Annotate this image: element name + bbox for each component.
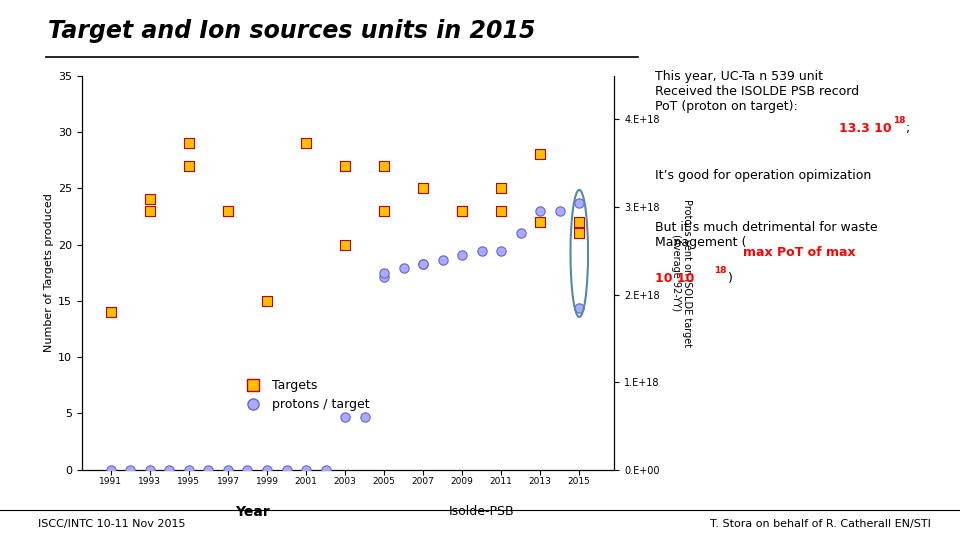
Y-axis label: Protons sent on ISOLDE target
(Average 92-YY): Protons sent on ISOLDE target (Average 9… [671, 199, 692, 347]
protons / target [416, 260, 431, 268]
Targets [142, 195, 157, 204]
Targets [571, 218, 587, 226]
protons / target [142, 465, 157, 474]
protons / target [571, 198, 587, 207]
Targets [533, 218, 548, 226]
protons / target [376, 273, 392, 281]
Targets [493, 206, 509, 215]
Text: It’s good for operation opimization: It’s good for operation opimization [655, 168, 871, 181]
protons / target [396, 264, 411, 273]
Targets [299, 139, 314, 147]
Text: Year: Year [235, 505, 270, 519]
Targets [181, 161, 197, 170]
protons / target [240, 465, 255, 474]
Text: Target and Ion sources units in 2015: Target and Ion sources units in 2015 [48, 19, 536, 43]
protons / target [513, 229, 528, 238]
Targets [220, 206, 235, 215]
Targets [416, 184, 431, 193]
protons / target [103, 465, 118, 474]
Text: ): ) [728, 272, 732, 285]
protons / target [454, 251, 469, 260]
Text: This year, UC-Ta n 539 unit
Received the ISOLDE PSB record
PoT (proton on target: This year, UC-Ta n 539 unit Received the… [655, 70, 859, 113]
Targets [376, 161, 392, 170]
protons / target [220, 465, 235, 474]
Text: 18: 18 [893, 116, 905, 125]
Targets [220, 206, 235, 215]
protons / target [493, 246, 509, 255]
Text: 13.3 10: 13.3 10 [839, 122, 892, 135]
Targets [142, 206, 157, 215]
Text: But it’s much detrimental for waste
Management (: But it’s much detrimental for waste Mana… [655, 220, 877, 248]
Targets [337, 161, 352, 170]
protons / target [123, 465, 138, 474]
Text: max PoT of max: max PoT of max [743, 246, 855, 259]
Targets [571, 229, 587, 238]
Targets [376, 206, 392, 215]
Targets [533, 150, 548, 159]
protons / target [201, 465, 216, 474]
protons / target [299, 465, 314, 474]
protons / target [337, 413, 352, 422]
protons / target [259, 465, 275, 474]
Text: ISCC/INTC 10-11 Nov 2015: ISCC/INTC 10-11 Nov 2015 [38, 519, 186, 530]
Text: ;: ; [906, 122, 910, 135]
Targets [181, 139, 197, 147]
protons / target [416, 260, 431, 268]
protons / target [161, 465, 177, 474]
Text: Isolde-PSB: Isolde-PSB [448, 505, 514, 518]
Y-axis label: Number of Targets produced: Number of Targets produced [43, 193, 54, 352]
protons / target [435, 255, 450, 264]
protons / target [278, 465, 294, 474]
Targets [103, 308, 118, 316]
protons / target [376, 268, 392, 277]
protons / target [181, 465, 197, 474]
Targets [259, 296, 275, 305]
Text: 18: 18 [714, 266, 727, 275]
Targets [493, 184, 509, 193]
Text: 10 10: 10 10 [655, 272, 694, 285]
protons / target [318, 465, 333, 474]
protons / target [357, 413, 372, 422]
protons / target [571, 303, 587, 312]
Targets [454, 206, 469, 215]
Targets [337, 240, 352, 249]
Text: T. Stora on behalf of R. Catherall EN/STI: T. Stora on behalf of R. Catherall EN/ST… [710, 519, 931, 530]
protons / target [552, 207, 567, 215]
protons / target [474, 246, 490, 255]
Legend: Targets, protons / target: Targets, protons / target [236, 374, 374, 416]
Targets [454, 206, 469, 215]
protons / target [533, 207, 548, 215]
